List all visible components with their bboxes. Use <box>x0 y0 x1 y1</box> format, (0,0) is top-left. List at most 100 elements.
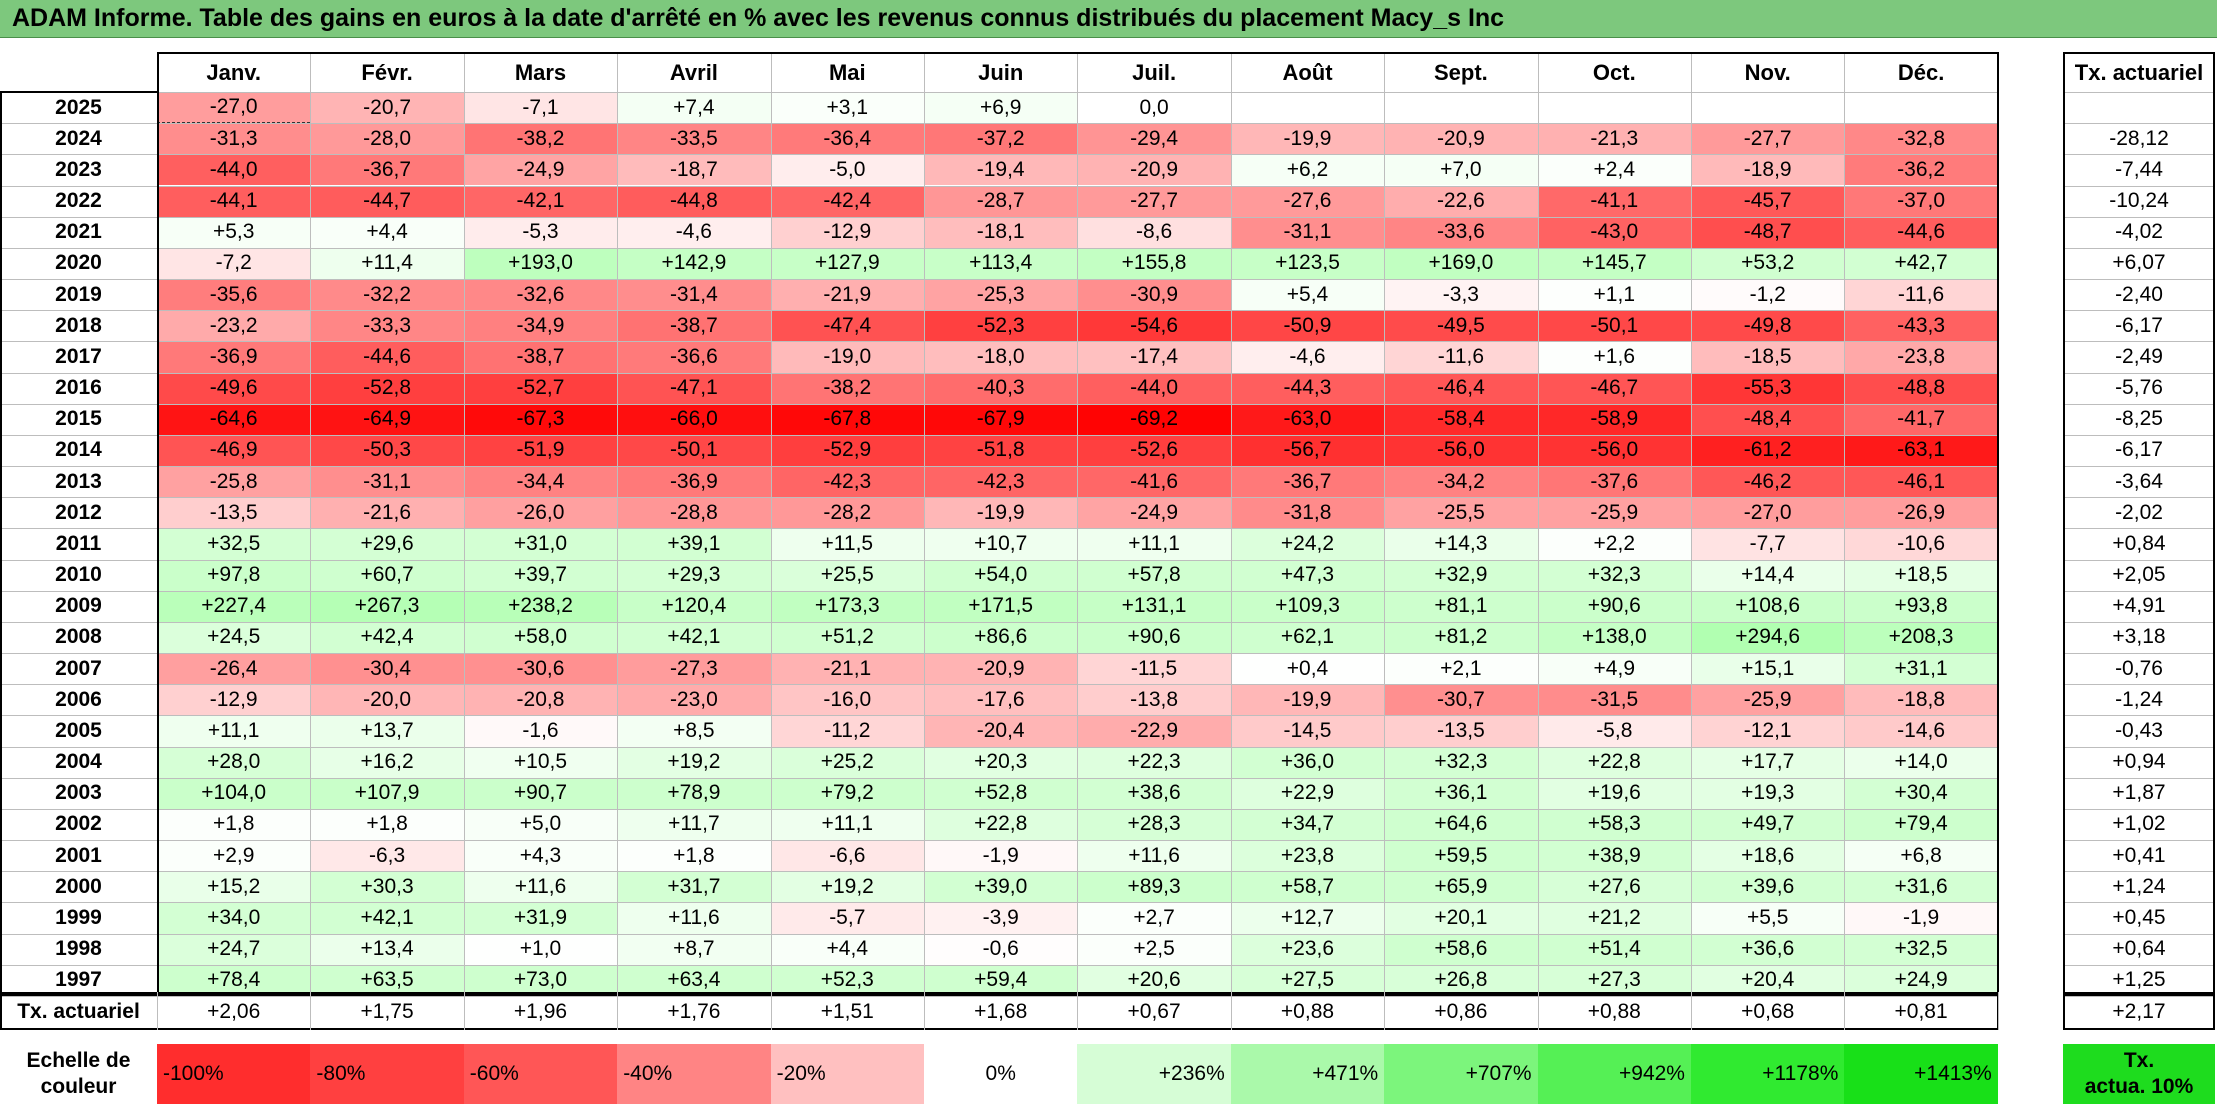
heatmap-cell: -41,1 <box>1537 185 1691 217</box>
heatmap-cell: +78,9 <box>617 777 771 809</box>
heatmap-cell: +42,1 <box>310 902 464 934</box>
heatmap-cell: -20,0 <box>310 684 464 716</box>
heatmap-cell: -18,5 <box>1691 341 1845 373</box>
heatmap-cell <box>1230 92 1385 124</box>
heatmap-cell: +20,3 <box>924 746 1078 778</box>
heatmap-cell: -63,1 <box>1844 434 1998 467</box>
row-divider <box>2063 435 2215 436</box>
heatmap-cell: -67,3 <box>463 403 618 435</box>
heatmap-cell: +54,0 <box>924 559 1078 591</box>
heatmap-cell: +11,4 <box>310 247 464 279</box>
title-bar: ADAM Informe. Table des gains en euros à… <box>0 0 2217 38</box>
heatmap-cell: +64,6 <box>1384 808 1538 841</box>
heatmap-cell: -22,9 <box>1077 715 1231 747</box>
heatmap-cell: -34,2 <box>1384 466 1538 498</box>
heatmap-cell: +63,4 <box>617 964 771 996</box>
heatmap-cell: -20,9 <box>924 653 1078 685</box>
heatmap-cell: -5,3 <box>463 216 618 248</box>
heatmap-cell: -26,9 <box>1844 497 1998 529</box>
heatmap-cell: -19,4 <box>924 154 1078 186</box>
heatmap-cell: +39,6 <box>1691 871 1845 903</box>
heatmap-cell: +11,1 <box>1077 528 1231 560</box>
heatmap-cell: +38,6 <box>1077 777 1231 809</box>
heatmap-cell: -33,6 <box>1384 216 1538 248</box>
row-divider <box>2063 248 2215 249</box>
heatmap-cell: +58,6 <box>1384 933 1538 965</box>
annual-rate-cell: +6,07 <box>2112 251 2166 275</box>
footer-divider <box>1538 992 1539 1030</box>
heatmap-cell: -67,9 <box>924 403 1078 435</box>
heatmap-cell: -13,5 <box>157 497 311 529</box>
heatmap-cell: +58,3 <box>1537 808 1691 841</box>
row-year-label: 1997 <box>55 968 102 992</box>
row-divider <box>0 279 1998 280</box>
heatmap-cell: +22,9 <box>1230 777 1385 809</box>
column-divider <box>1691 54 1692 996</box>
heatmap-cell: -38,7 <box>463 341 618 373</box>
annual-rate-cell: +4,91 <box>2112 594 2166 618</box>
row-divider <box>2063 871 2215 872</box>
heatmap-cell: -4,6 <box>617 216 771 248</box>
heatmap-cell: -46,1 <box>1844 466 1998 498</box>
row-divider <box>2063 466 2215 467</box>
row-divider <box>2063 404 2215 405</box>
heatmap-cell: -30,4 <box>310 653 464 685</box>
heatmap-cell: -19,9 <box>1230 684 1385 716</box>
heatmap-cell: -52,9 <box>770 434 924 467</box>
heatmap-cell: -36,4 <box>770 123 924 155</box>
footer-divider <box>157 992 158 1030</box>
heatmap-cell: -5,8 <box>1537 715 1691 747</box>
heatmap-cell: +97,8 <box>157 559 311 591</box>
row-divider <box>0 684 1998 685</box>
heatmap-cell: +145,7 <box>1537 247 1691 279</box>
heatmap-cell: -52,6 <box>1077 434 1231 467</box>
heatmap-cell: +24,7 <box>157 933 311 965</box>
heatmap-cell: +81,1 <box>1384 590 1538 622</box>
legend-swatch: +707% <box>1384 1044 1538 1104</box>
heatmap-cell: +32,3 <box>1537 559 1691 591</box>
heatmap-cell: -44,3 <box>1230 372 1385 404</box>
heatmap-cell: -46,4 <box>1384 372 1538 404</box>
row-divider <box>2063 373 2215 374</box>
heatmap-cell: +18,6 <box>1691 840 1845 872</box>
row-year-label: 2000 <box>55 874 102 898</box>
legend-swatch: +1413% <box>1844 1044 1998 1104</box>
footer-divider <box>617 992 618 1030</box>
heatmap-cell: -19,0 <box>770 341 924 373</box>
row-year-label: 2021 <box>55 220 102 244</box>
row-divider <box>0 996 1998 997</box>
heatmap-cell: +13,7 <box>310 715 464 747</box>
heatmap-cell: +22,3 <box>1077 746 1231 778</box>
heatmap-cell: -11,2 <box>770 715 924 747</box>
row-divider <box>0 186 1998 187</box>
heatmap-cell: -56,0 <box>1384 434 1538 467</box>
annual-rate-cell: +3,18 <box>2112 625 2166 649</box>
heatmap-cell: +24,9 <box>1844 964 1998 996</box>
heatmap-cell: +8,5 <box>617 715 771 747</box>
column-header: Oct. <box>1592 59 1636 85</box>
row-divider <box>0 217 1998 218</box>
heatmap-cell: -22,6 <box>1384 185 1538 217</box>
heatmap-cell: -4,6 <box>1230 341 1385 373</box>
heatmap-cell: -42,1 <box>463 185 618 217</box>
heatmap-cell: +108,6 <box>1691 590 1845 622</box>
row-year-label: 2005 <box>55 718 102 742</box>
heatmap-cell: -1,2 <box>1691 279 1845 311</box>
heatmap-cell: -8,6 <box>1077 216 1231 248</box>
heatmap-cell: +39,1 <box>617 528 771 560</box>
heatmap-cell: +63,5 <box>310 964 464 996</box>
legend-annual-line: actua. 10% <box>2084 1075 2194 1098</box>
heatmap-cell: -43,0 <box>1537 216 1691 248</box>
heatmap-cell: +19,3 <box>1691 777 1845 809</box>
annual-rate-cell: -28,12 <box>2109 126 2169 150</box>
heatmap-cell: +2,5 <box>1077 933 1231 965</box>
heatmap-cell: +138,0 <box>1537 621 1691 654</box>
footer-rate-cell: +0,88 <box>1587 1000 1641 1023</box>
heatmap-cell: +142,9 <box>617 247 771 279</box>
heatmap-cell: -33,3 <box>310 310 464 342</box>
heatmap-cell: +11,5 <box>770 528 924 560</box>
heatmap-cell: -37,2 <box>924 123 1078 155</box>
heatmap-cell: +11,6 <box>1077 840 1231 872</box>
row-divider <box>0 497 1998 498</box>
heatmap-cell: -48,4 <box>1691 403 1845 435</box>
